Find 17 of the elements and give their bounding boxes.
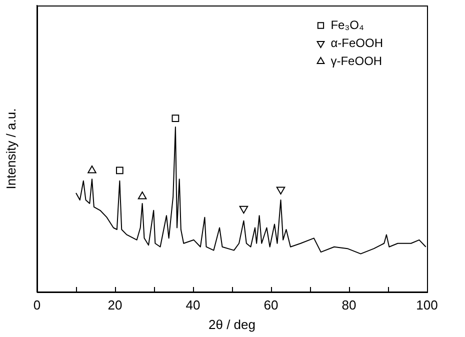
x-tick-label: 40 [186,297,200,312]
y-axis-title: Intensity / a.u. [3,108,18,190]
point [239,206,248,214]
x-tick-label: 60 [264,297,278,312]
x-tick-label: 20 [108,297,122,312]
legend-label: α-FeOOH [330,36,384,50]
x-axis-title: 2θ / deg [208,316,256,332]
x-tick-label: 0 [33,297,41,312]
legend-label: γ-FeOOH [330,54,382,68]
point [88,165,96,174]
point [116,166,124,174]
point [138,192,147,200]
point [172,114,180,122]
point [276,186,286,195]
x-tick-label: 80 [342,297,356,312]
x-tick-label: 100 [416,297,438,312]
legend-label: Fe₃O₄ [330,18,364,32]
